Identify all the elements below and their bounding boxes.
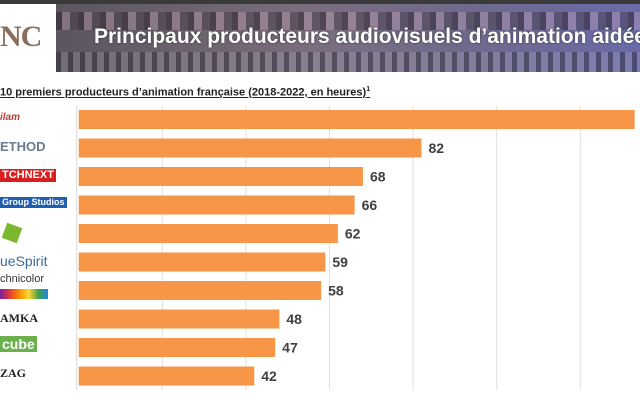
data-label: 82 xyxy=(428,140,444,156)
producer-logo: Group Studios xyxy=(0,197,67,208)
producer-logo: TCHNEXT xyxy=(0,169,56,182)
data-label: 62 xyxy=(345,226,361,242)
data-label: 68 xyxy=(370,169,386,185)
data-label: 59 xyxy=(332,254,348,270)
top-bar xyxy=(0,0,640,4)
technicolor-rainbow-logo xyxy=(0,289,48,299)
cnc-logo: NC xyxy=(0,20,42,53)
footnote-marker: 1 xyxy=(366,86,371,93)
producer-logo: ueSpirit xyxy=(0,253,48,269)
bar xyxy=(78,252,326,272)
bar xyxy=(78,138,422,158)
producer-logo: cube xyxy=(0,336,37,352)
chart-title: 10 premiers producteurs d’animation fran… xyxy=(0,86,370,99)
data-label: 47 xyxy=(282,340,298,356)
producer-logo: ETHOD xyxy=(0,139,46,154)
bar xyxy=(78,338,276,357)
chart-title-text: 10 premiers producteurs d’animation fran… xyxy=(0,86,367,99)
bar xyxy=(78,167,363,186)
data-label: 58 xyxy=(328,283,344,299)
bar xyxy=(78,224,338,243)
bar xyxy=(78,309,280,329)
producer-logo: ilam xyxy=(0,112,21,123)
header-banner: Principaux producteurs audiovisuels d’an… xyxy=(56,4,640,72)
data-label: 42 xyxy=(261,368,277,384)
producer-logo: chnicolor xyxy=(0,273,45,285)
banner-photos-bottom xyxy=(56,52,640,72)
page-title: Principaux producteurs audiovisuels d’an… xyxy=(94,25,640,48)
banner-photos xyxy=(56,12,640,30)
producer-logo: ZAG xyxy=(0,366,27,380)
bar xyxy=(78,110,635,129)
bar xyxy=(78,366,255,386)
data-label: 66 xyxy=(362,197,378,213)
bar xyxy=(78,281,322,300)
bar xyxy=(78,195,355,215)
data-label: 48 xyxy=(286,311,302,327)
producer-logo: AMKA xyxy=(0,311,38,325)
